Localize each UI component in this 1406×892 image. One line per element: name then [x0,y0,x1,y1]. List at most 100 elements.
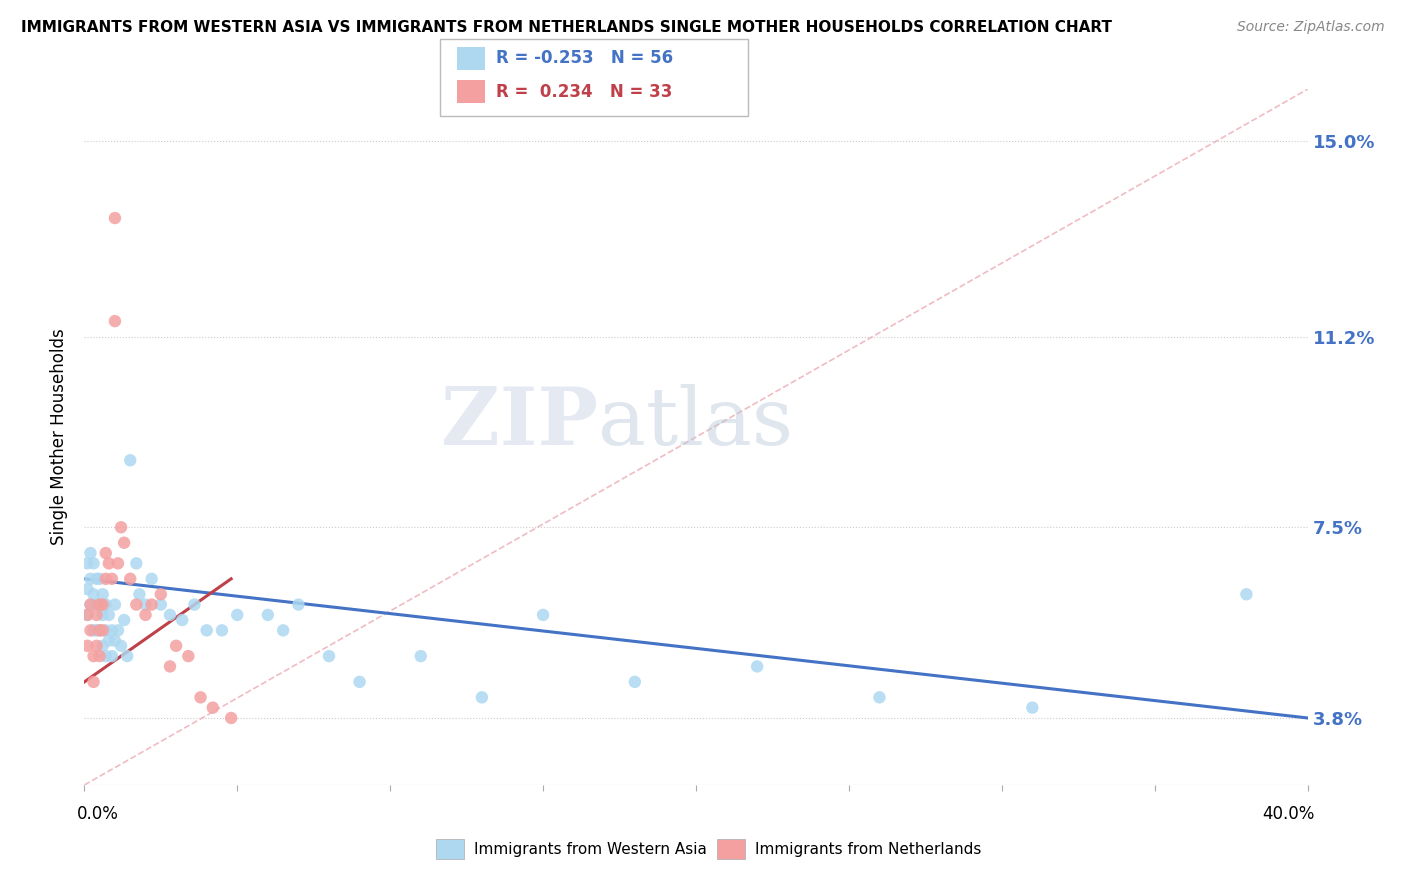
Point [107,624,129,638]
Point [287,598,309,612]
Point [94,598,117,612]
Point [89,649,111,664]
Text: atlas: atlas [598,384,793,462]
Point [349,674,371,689]
Y-axis label: Single Mother Households: Single Mother Households [51,329,69,545]
Point [104,314,127,328]
Point [177,649,200,664]
Point [76,557,98,571]
Point [91,624,114,638]
Point [97,607,120,622]
Point [172,613,194,627]
Point [149,598,172,612]
Point [107,557,129,571]
Point [83,557,105,571]
Point [120,572,142,586]
Point [869,690,891,705]
Point [97,557,120,571]
Point [104,211,127,225]
Point [76,607,98,622]
Point [201,700,224,714]
Point [83,624,105,638]
Point [1021,700,1043,714]
Point [135,607,157,622]
Point [89,624,111,638]
Point [149,587,172,601]
Point [86,639,108,653]
Point [89,598,111,612]
Text: IMMIGRANTS FROM WESTERN ASIA VS IMMIGRANTS FROM NETHERLANDS SINGLE MOTHER HOUSEH: IMMIGRANTS FROM WESTERN ASIA VS IMMIGRAN… [21,20,1112,35]
Point [76,639,98,653]
Point [104,633,127,648]
Point [79,598,101,612]
Point [101,649,124,664]
Point [159,659,181,673]
Point [271,624,294,638]
Point [91,639,114,653]
Point [97,633,120,648]
Point [226,607,249,622]
Point [115,649,138,664]
Point [94,624,117,638]
Point [79,624,101,638]
Point [104,598,127,612]
Point [471,690,494,705]
Point [101,624,124,638]
Point [83,649,105,664]
Point [83,674,105,689]
Point [89,598,111,612]
Point [190,690,212,705]
Point [76,582,98,596]
Point [531,607,554,622]
Point [219,711,242,725]
Point [86,598,108,612]
Point [183,598,205,612]
Point [120,453,142,467]
Point [409,649,432,664]
Point [747,659,769,673]
Text: 40.0%: 40.0% [1263,805,1315,822]
Point [125,557,148,571]
Point [110,520,132,534]
Text: Source: ZipAtlas.com: Source: ZipAtlas.com [1237,20,1385,34]
Text: Immigrants from Netherlands: Immigrants from Netherlands [755,842,981,856]
Point [91,587,114,601]
Point [89,624,111,638]
Point [79,598,101,612]
Text: ZIP: ZIP [441,384,598,462]
Point [112,613,135,627]
Point [76,607,98,622]
Point [91,598,114,612]
Point [86,624,108,638]
Point [94,572,117,586]
Point [86,607,108,622]
Text: 0.0%: 0.0% [77,805,120,822]
Point [318,649,340,664]
Point [159,607,181,622]
Point [125,598,148,612]
Point [141,598,163,612]
Point [91,607,114,622]
Text: Immigrants from Western Asia: Immigrants from Western Asia [474,842,707,856]
Point [141,572,163,586]
Point [135,598,157,612]
Text: R = -0.253   N = 56: R = -0.253 N = 56 [496,49,673,67]
Point [94,546,117,560]
Point [1236,587,1258,601]
Point [195,624,218,638]
Point [211,624,233,638]
Point [257,607,280,622]
Point [94,649,117,664]
Point [89,572,111,586]
Point [79,572,101,586]
Point [110,639,132,653]
Point [624,674,647,689]
Text: R =  0.234   N = 33: R = 0.234 N = 33 [496,83,672,101]
Point [86,572,108,586]
Point [165,639,187,653]
Point [101,572,124,586]
Point [112,535,135,549]
Point [128,587,150,601]
Point [83,587,105,601]
Point [79,546,101,560]
